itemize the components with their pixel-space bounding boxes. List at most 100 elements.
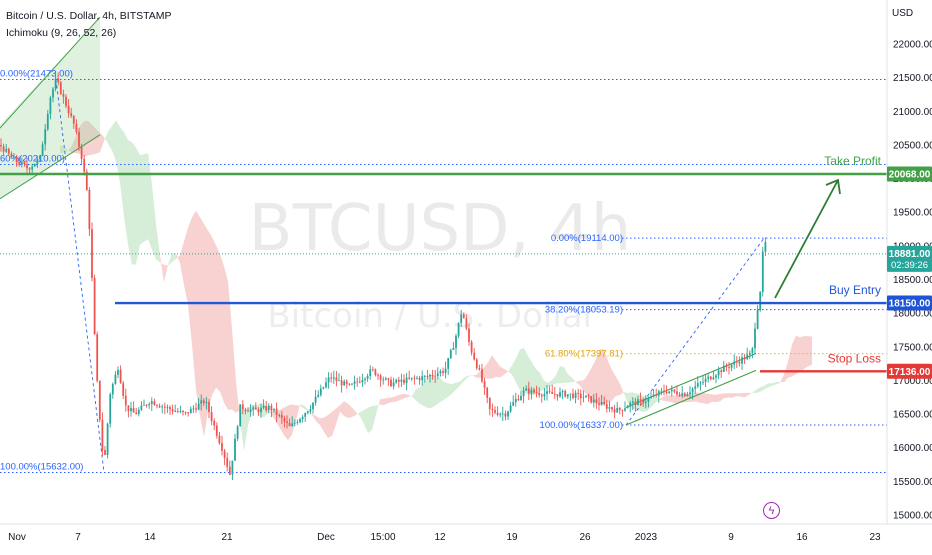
candle-body[interactable] xyxy=(111,384,114,395)
candle-body[interactable] xyxy=(486,387,489,398)
candle-body[interactable] xyxy=(104,449,106,455)
candle-body[interactable] xyxy=(2,146,5,152)
candle-body[interactable] xyxy=(200,400,203,404)
candle-body[interactable] xyxy=(717,370,720,376)
candle-body[interactable] xyxy=(691,388,694,393)
candle-body[interactable] xyxy=(652,394,655,397)
candle-body[interactable] xyxy=(624,408,626,411)
candle-body[interactable] xyxy=(384,378,387,380)
candle-body[interactable] xyxy=(117,369,119,375)
candle-body[interactable] xyxy=(31,166,34,170)
candle-body[interactable] xyxy=(273,408,275,411)
candle-body[interactable] xyxy=(756,309,759,329)
candle-body[interactable] xyxy=(548,391,551,393)
candle-body[interactable] xyxy=(59,82,62,95)
candle-body[interactable] xyxy=(15,156,18,162)
candle-body[interactable] xyxy=(694,386,697,389)
candle-body[interactable] xyxy=(327,377,330,383)
candle-body[interactable] xyxy=(265,405,268,411)
candle-body[interactable] xyxy=(135,412,138,415)
candle-body[interactable] xyxy=(686,394,689,397)
candle-body[interactable] xyxy=(540,395,543,397)
candle-body[interactable] xyxy=(364,378,366,380)
candle-body[interactable] xyxy=(392,382,395,387)
candle-body[interactable] xyxy=(429,374,431,377)
candle-body[interactable] xyxy=(75,123,78,133)
candle-body[interactable] xyxy=(187,412,190,414)
candle-body[interactable] xyxy=(644,401,647,404)
candle-body[interactable] xyxy=(33,163,36,167)
candle-body[interactable] xyxy=(722,365,725,372)
candle-body[interactable] xyxy=(195,408,197,410)
candle-body[interactable] xyxy=(608,407,611,409)
candle-body[interactable] xyxy=(371,369,374,371)
candle-body[interactable] xyxy=(28,168,31,170)
candle-body[interactable] xyxy=(683,393,686,397)
candle-body[interactable] xyxy=(140,405,143,410)
candle-body[interactable] xyxy=(639,399,642,401)
candle-body[interactable] xyxy=(210,412,213,421)
candle-body[interactable] xyxy=(127,405,130,412)
candle-body[interactable] xyxy=(340,380,343,386)
candle-body[interactable] xyxy=(286,421,288,423)
candle-body[interactable] xyxy=(7,148,10,154)
candle-body[interactable] xyxy=(605,404,608,409)
candle-body[interactable] xyxy=(481,369,483,382)
candle-body[interactable] xyxy=(257,409,260,413)
candle-body[interactable] xyxy=(647,398,650,402)
candle-body[interactable] xyxy=(496,412,499,415)
candle-body[interactable] xyxy=(553,393,556,395)
candle-body[interactable] xyxy=(166,407,169,408)
candle-body[interactable] xyxy=(322,387,325,389)
candle-body[interactable] xyxy=(213,420,216,426)
candle-body[interactable] xyxy=(366,376,369,379)
candle-body[interactable] xyxy=(577,392,580,394)
candle-body[interactable] xyxy=(509,405,512,412)
candle-body[interactable] xyxy=(374,369,377,376)
candle-body[interactable] xyxy=(504,413,507,417)
candle-body[interactable] xyxy=(296,422,299,423)
candle-body[interactable] xyxy=(13,156,15,158)
candle-body[interactable] xyxy=(122,383,125,396)
candle-body[interactable] xyxy=(587,395,590,397)
candle-body[interactable] xyxy=(228,466,231,475)
candle-body[interactable] xyxy=(517,399,520,401)
candle-body[interactable] xyxy=(460,314,463,323)
candle-body[interactable] xyxy=(410,377,413,379)
candle-body[interactable] xyxy=(205,402,208,404)
candle-body[interactable] xyxy=(546,391,548,394)
candle-body[interactable] xyxy=(202,400,205,404)
candle-body[interactable] xyxy=(527,388,530,394)
candle-body[interactable] xyxy=(377,375,379,376)
candle-body[interactable] xyxy=(270,405,273,411)
candle-body[interactable] xyxy=(317,394,320,397)
candle-body[interactable] xyxy=(470,341,473,353)
candle-body[interactable] xyxy=(457,322,460,336)
candle-body[interactable] xyxy=(137,409,140,415)
candle-body[interactable] xyxy=(54,78,57,89)
candle-body[interactable] xyxy=(582,397,585,399)
candle-body[interactable] xyxy=(114,374,117,385)
candle-body[interactable] xyxy=(678,394,681,396)
candle-body[interactable] xyxy=(499,413,502,415)
candle-body[interactable] xyxy=(530,389,533,394)
candle-body[interactable] xyxy=(184,412,187,413)
candle-body[interactable] xyxy=(161,406,164,408)
candle-body[interactable] xyxy=(431,374,434,376)
candle-body[interactable] xyxy=(720,370,723,372)
candle-body[interactable] xyxy=(169,407,171,410)
candle-body[interactable] xyxy=(72,115,75,124)
candle-body[interactable] xyxy=(109,394,112,424)
candle-body[interactable] xyxy=(475,359,478,368)
candle-body[interactable] xyxy=(725,365,728,368)
candle-body[interactable] xyxy=(488,397,491,409)
candle-body[interactable] xyxy=(561,391,564,393)
candle-body[interactable] xyxy=(239,404,242,427)
candle-body[interactable] xyxy=(572,393,574,398)
candle-body[interactable] xyxy=(631,401,634,403)
candle-body[interactable] xyxy=(405,377,408,384)
candle-body[interactable] xyxy=(538,392,541,396)
candle-body[interactable] xyxy=(452,347,455,350)
candle-body[interactable] xyxy=(689,392,691,395)
